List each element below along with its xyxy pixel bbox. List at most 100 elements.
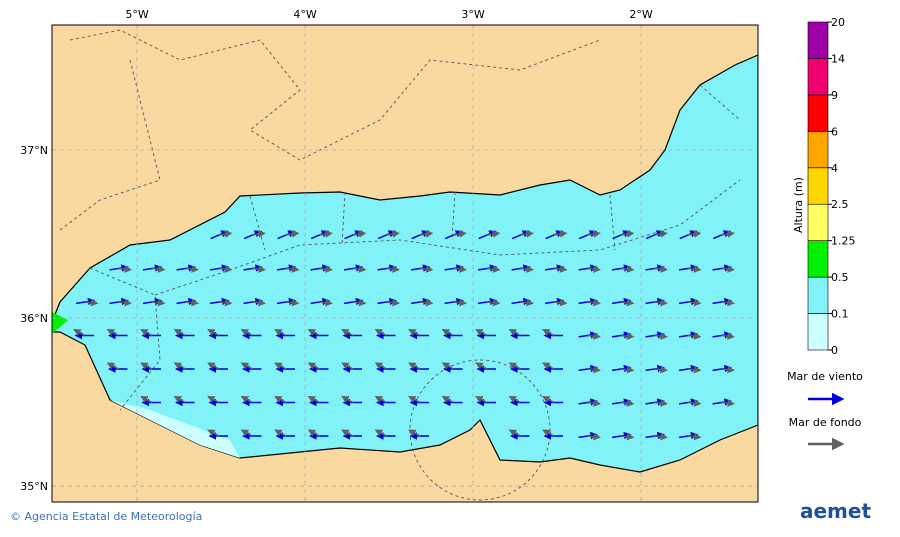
swell-arrow: [620, 230, 635, 238]
swell-arrow: [620, 265, 635, 273]
colorbar-tick-label: 2.5: [831, 198, 849, 211]
swell-arrow: [352, 298, 367, 307]
swell-arrow: [654, 399, 668, 407]
lon-label: 4°W: [293, 8, 316, 21]
swell-arrow: [140, 362, 153, 370]
swell-arrow: [341, 362, 354, 370]
colorbar-tick-label: 0.1: [831, 308, 849, 321]
swell-arrow: [475, 396, 488, 404]
swell-arrow: [252, 230, 266, 238]
footer: © Agencia Estatal de Meteorología: [10, 510, 202, 523]
swell-arrow: [341, 429, 354, 437]
lat-label: 35°N: [20, 480, 48, 493]
swell-arrow: [185, 298, 199, 307]
colorbar-tick-label: 0: [831, 344, 838, 357]
colorbar-tick-label: 14: [831, 52, 845, 65]
swell-arrow: [587, 365, 601, 374]
swell-arrow: [218, 298, 233, 307]
swell-arrow: [542, 329, 555, 337]
swell-arrow: [587, 432, 601, 441]
swell-arrow: [341, 396, 354, 404]
swell-arrow: [240, 396, 253, 404]
swell-arrow: [419, 265, 434, 273]
swell-arrow: [553, 265, 568, 273]
swell-arrow: [654, 432, 668, 441]
swell-arrow: [508, 396, 521, 404]
swell-arrow: [453, 230, 467, 238]
swell-arrow: [218, 265, 233, 273]
swell-arrow: [240, 362, 253, 370]
swell-arrow: [520, 230, 534, 238]
swell-arrow: [386, 230, 400, 238]
swell-arrow: [453, 265, 467, 273]
swell-arrow: [542, 429, 555, 437]
colorbar-tick-label: 6: [831, 125, 838, 138]
colorbar-band: [807, 240, 829, 278]
swell-arrow: [553, 230, 568, 238]
swell-arrow: [118, 265, 132, 273]
colorbar-band: [807, 167, 829, 205]
swell-arrow: [654, 298, 668, 307]
swell-arrow: [654, 265, 668, 273]
swell-arrow: [441, 396, 454, 404]
swell-arrow: [285, 298, 300, 307]
colorbar-label: Altura (m): [792, 177, 805, 233]
swell-arrow: [486, 298, 501, 307]
swell-arrow: [654, 230, 668, 238]
swell-arrow: [319, 230, 333, 238]
strait-high: [52, 312, 68, 334]
swell-arrow: [620, 365, 635, 374]
shallow-sea: [110, 400, 240, 458]
swell-arrow: [419, 298, 434, 307]
swell-arrow: [441, 362, 454, 370]
swell-arrow: [441, 329, 454, 337]
swell-arrow: [620, 298, 635, 307]
wave-arrows: [73, 230, 735, 441]
swell-arrow: [475, 362, 488, 370]
swell-arrow: [508, 362, 521, 370]
colorbar: 0 0.1 0.5 1.25 2.5 4 6 9 14 20: [807, 16, 856, 357]
swell-arrow: [140, 329, 153, 337]
logo: aemet: [800, 499, 871, 523]
swell-arrow: [307, 429, 320, 437]
swell-arrow: [687, 432, 702, 441]
swell-arrow: [207, 329, 220, 337]
swell-arrow: [486, 265, 501, 273]
swell-arrow: [140, 396, 153, 404]
swell-arrow: [307, 329, 320, 337]
swell-arrow: [587, 298, 601, 307]
swell-arrow: [587, 265, 601, 273]
swell-arrow: [341, 329, 354, 337]
swell-arrow: [207, 429, 220, 437]
swell-arrow: [620, 399, 635, 407]
colorbar-band: [807, 313, 829, 351]
swell-arrow: [408, 329, 421, 337]
swell-arrow: [73, 329, 86, 337]
swell-arrow: [553, 298, 568, 307]
swell-arrow: [319, 298, 333, 307]
swell-arrow: [218, 230, 233, 238]
swell-arrow: [118, 298, 132, 307]
swell-arrow: [654, 332, 668, 340]
colorbar-tick-label: 20: [831, 16, 845, 29]
swell-arrow: [408, 362, 421, 370]
swell-arrow: [151, 298, 166, 307]
swell-arrow: [252, 298, 266, 307]
swell-arrow: [274, 396, 287, 404]
swell-arrow: [721, 332, 735, 340]
swell-arrow: [173, 396, 186, 404]
swell-arrow: [620, 332, 635, 340]
lat-label: 36°N: [20, 312, 48, 325]
swell-arrow: [419, 230, 434, 238]
swell-arrow: [408, 429, 421, 437]
swell-arrow: [386, 265, 400, 273]
swell-arrow: [252, 265, 266, 273]
legend-label: Mar de viento: [787, 370, 863, 383]
legend-label: Mar de fondo: [789, 416, 862, 429]
colorbar-tick-label: 9: [831, 89, 838, 102]
swell-arrow: [520, 298, 534, 307]
colorbar-band: [807, 131, 829, 169]
swell-arrow: [307, 362, 320, 370]
map-frame: [51, 24, 759, 503]
swell-arrow: [274, 362, 287, 370]
